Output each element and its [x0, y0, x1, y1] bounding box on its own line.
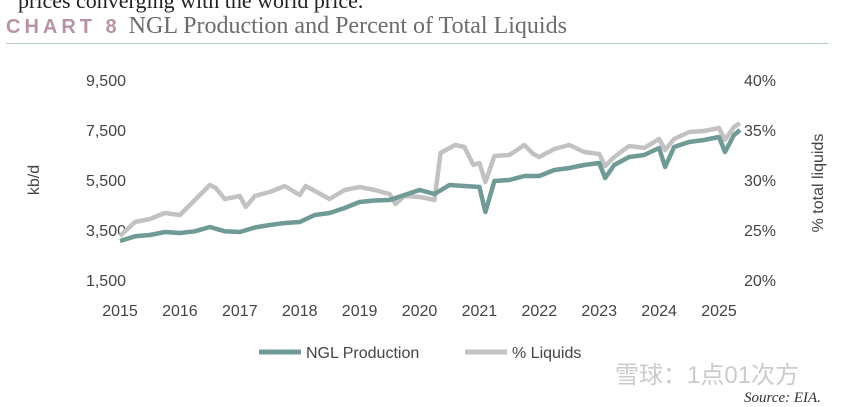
y-tick-label: 5,500 — [86, 173, 126, 190]
y-tick-label: 7,500 — [86, 123, 126, 140]
x-tick-label: 2022 — [522, 303, 558, 320]
watermark: 雪球：1点01次方 — [615, 362, 800, 389]
legend-label-liquids: % Liquids — [512, 345, 581, 362]
x-tick-label: 2020 — [402, 303, 438, 320]
y-tick-label: 1,500 — [86, 273, 126, 290]
legend-label-ngl: NGL Production — [306, 345, 419, 362]
legend: NGL Production % Liquids — [259, 345, 581, 362]
x-tick-label: 2016 — [162, 303, 198, 320]
y-axis-label: kb/d — [26, 165, 43, 195]
x-tick-label: 2025 — [701, 303, 737, 320]
chart-title-text: NGL Production and Percent of Total Liqu… — [128, 13, 567, 39]
y-tick-label: 9,500 — [86, 73, 126, 90]
chart-tag: CHART 8 — [6, 16, 121, 38]
cut-off-text: prices converging with the world price. — [18, 0, 364, 13]
chart-title: CHART 8 NGL Production and Percent of Tot… — [6, 13, 567, 40]
x-tick-label: 2015 — [102, 303, 138, 320]
x-tick-label: 2017 — [222, 303, 258, 320]
y2-tick-label: 40% — [744, 73, 776, 90]
x-tick-label: 2023 — [581, 303, 617, 320]
y-tick-label: 3,500 — [86, 223, 126, 240]
series-line-ngl — [119, 128, 742, 244]
x-tick-label: 2021 — [462, 303, 498, 320]
x-tick-label: 2024 — [641, 303, 677, 320]
y2-axis-label: % total liquids — [810, 134, 827, 233]
series-line-liquids — [118, 121, 742, 238]
source-note: Source: EIA. — [744, 390, 821, 406]
y2-tick-label: 25% — [744, 223, 776, 240]
y2-tick-label: 35% — [744, 123, 776, 140]
x-tick-label: 2018 — [282, 303, 318, 320]
y2-tick-label: 20% — [744, 273, 776, 290]
x-tick-label: 2019 — [342, 303, 378, 320]
y2-tick-label: 30% — [744, 173, 776, 190]
title-divider — [6, 43, 828, 44]
